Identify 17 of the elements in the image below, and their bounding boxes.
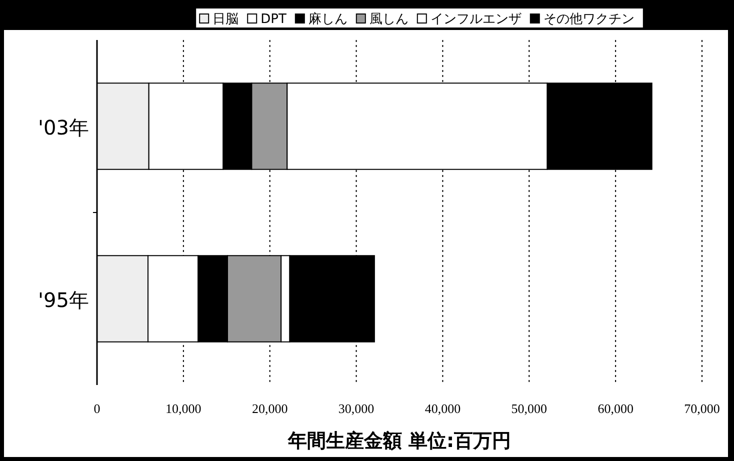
legend-label: その他ワクチン bbox=[543, 12, 634, 27]
x-tick-label: 0 bbox=[94, 401, 100, 416]
x-tick-label: 70,000 bbox=[684, 401, 720, 416]
x-tick-label: 10,000 bbox=[166, 401, 202, 416]
x-tick-label: 30,000 bbox=[338, 401, 374, 416]
legend-label: 風しん bbox=[369, 12, 408, 27]
x-tick-label: 40,000 bbox=[424, 401, 461, 416]
y-tick-label: '95年 bbox=[38, 288, 89, 312]
x-tick-label: 60,000 bbox=[598, 401, 634, 416]
x-axis-title: 年間生産金額 単位:百万円 bbox=[286, 430, 512, 452]
legend-label: DPT bbox=[260, 12, 286, 27]
legend-label: 日脳 bbox=[212, 12, 239, 27]
y-tick-label: '03年 bbox=[38, 115, 89, 140]
x-tick-label: 50,000 bbox=[511, 401, 548, 416]
legend-label: インフルエンザ bbox=[430, 12, 522, 27]
x-tick-label: 20,000 bbox=[252, 401, 288, 416]
legend-label: 麻しん bbox=[308, 12, 348, 27]
